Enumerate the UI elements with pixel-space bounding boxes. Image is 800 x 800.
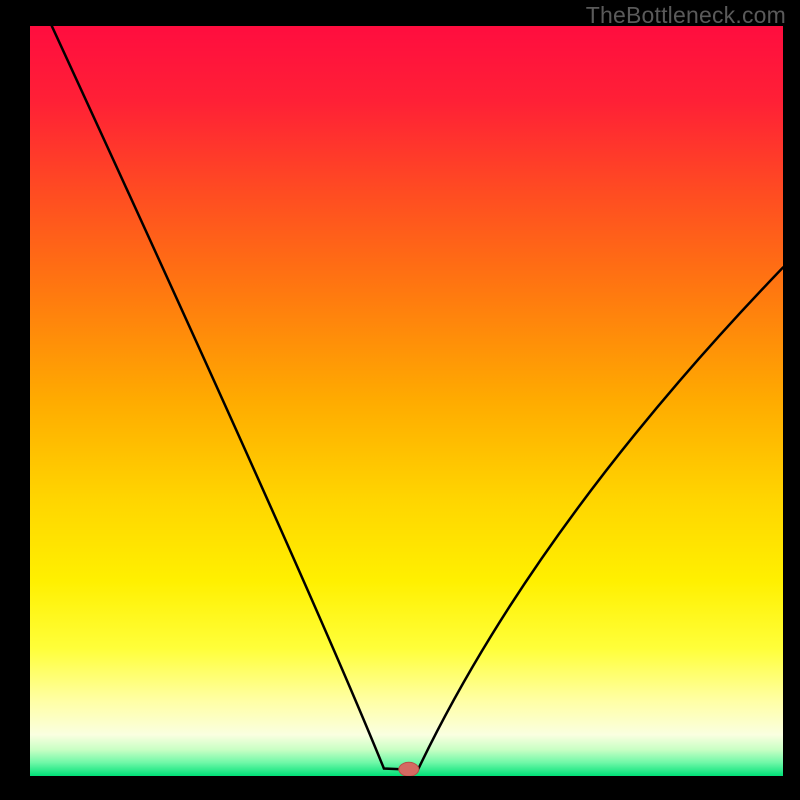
chart-frame: TheBottleneck.com [0,0,800,800]
watermark-text: TheBottleneck.com [586,2,786,29]
chart-svg [30,26,783,776]
optimal-point-marker [399,762,419,776]
gradient-background [30,26,783,776]
plot-area [30,26,783,776]
